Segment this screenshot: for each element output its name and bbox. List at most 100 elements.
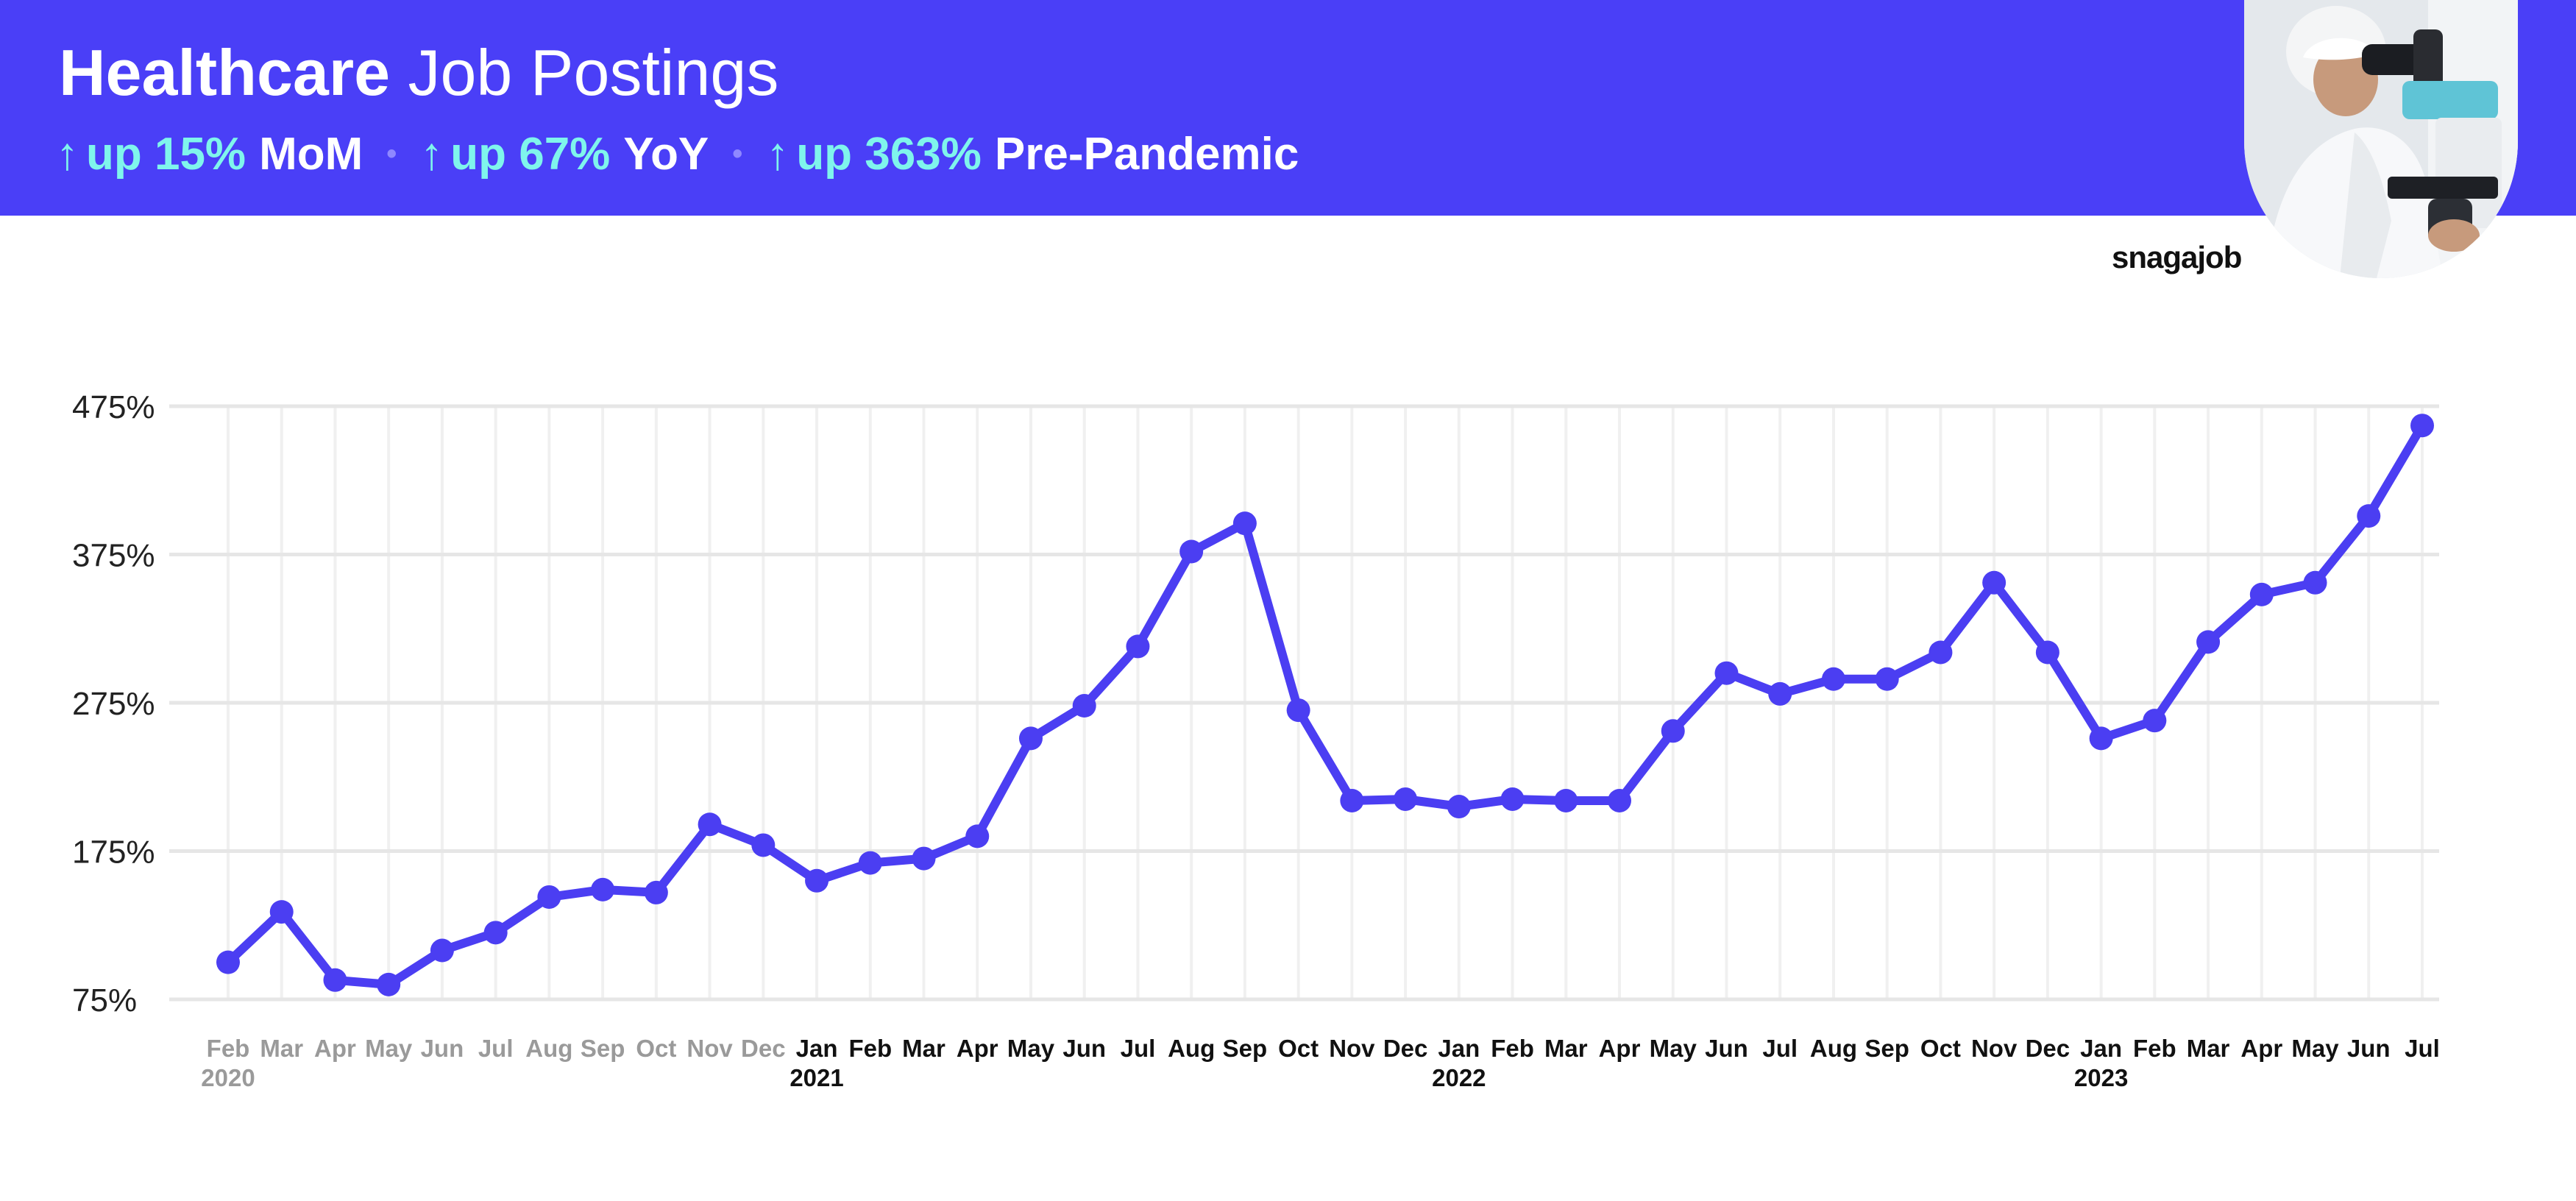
stat-label: Pre-Pandemic [994, 128, 1299, 180]
x-tick-label: Mar [902, 1035, 945, 1062]
y-tick-label: 75% [72, 982, 137, 1018]
x-tick-label: May [1650, 1035, 1697, 1062]
y-tick-label: 175% [72, 835, 155, 871]
x-tick-label: Mar [1544, 1035, 1588, 1062]
brand-logo: snagajob [2112, 240, 2242, 274]
stat-value: up 363% [796, 128, 982, 180]
data-point [2089, 726, 2113, 751]
header-banner: Healthcare Job Postings ↑ up 15% MoM • ↑… [0, 0, 2576, 216]
data-point [1875, 667, 1899, 691]
data-point [1126, 634, 1150, 659]
data-point [591, 877, 615, 901]
lab-scientist-photo [2244, 0, 2518, 278]
x-tick-label: Dec [2026, 1035, 2071, 1062]
y-tick-label: 375% [72, 538, 155, 574]
y-tick-label: 475% [72, 389, 155, 425]
data-point [965, 824, 990, 849]
data-point [2035, 640, 2059, 665]
x-tick-label: Feb [1491, 1035, 1534, 1062]
data-points [216, 414, 2434, 996]
data-point [1447, 795, 1471, 819]
data-point [1661, 719, 1685, 743]
data-point [1018, 726, 1043, 751]
data-point [1554, 788, 1578, 812]
x-tick-label: May [2291, 1035, 2339, 1062]
y-axis-labels: 75% 175% 275% 375% 475% [72, 389, 155, 1018]
data-point [377, 972, 401, 996]
x-tick-label: Jun [2347, 1035, 2391, 1062]
stat-yoy: ↑ up 67% YoY [420, 128, 709, 180]
x-tick-label: Nov [1971, 1035, 2018, 1062]
data-point [1608, 788, 1632, 812]
x-tick-label: Feb [2133, 1035, 2176, 1062]
x-tick-label: Nov [1329, 1035, 1375, 1062]
stat-value: up 15% [86, 128, 246, 180]
x-year-label: 2020 [201, 1064, 255, 1091]
x-tick-label: Jul [1121, 1035, 1156, 1062]
data-point [269, 900, 294, 924]
stat-label: YoY [623, 128, 709, 180]
stats-row: ↑ up 15% MoM • ↑ up 67% YoY • ↑ up 363% … [56, 122, 1299, 185]
title-bold: Healthcare [59, 36, 391, 109]
x-tick-label: Jul [2405, 1035, 2440, 1062]
data-point [537, 885, 561, 909]
stat-label: MoM [259, 128, 363, 180]
data-point [1929, 640, 1953, 665]
x-tick-label: Feb [848, 1035, 892, 1062]
x-tick-label: Dec [741, 1035, 786, 1062]
up-arrow-icon: ↑ [420, 128, 444, 180]
data-point [805, 868, 829, 893]
data-point [1714, 661, 1739, 685]
data-point [2357, 504, 2381, 528]
data-point [751, 833, 776, 857]
data-point [323, 968, 347, 992]
up-arrow-icon: ↑ [766, 128, 790, 180]
stat-value: up 67% [450, 128, 611, 180]
x-tick-label: Apr [314, 1035, 356, 1062]
data-point [1232, 511, 1257, 536]
data-point [1500, 787, 1525, 811]
x-year-label: 2021 [790, 1064, 843, 1091]
data-point [216, 950, 240, 974]
separator-dot: • [386, 137, 397, 170]
x-tick-label: Aug [525, 1035, 572, 1062]
data-point [2196, 630, 2221, 654]
x-tick-label: Mar [2187, 1035, 2230, 1062]
x-tick-label: Jun [1705, 1035, 1748, 1062]
x-tick-label: Sep [1864, 1035, 1909, 1062]
x-tick-label: May [365, 1035, 413, 1062]
data-point [1982, 570, 2006, 595]
x-tick-label: Feb [207, 1035, 250, 1062]
x-tick-label: Dec [1383, 1035, 1428, 1062]
page-title: Healthcare Job Postings [59, 32, 778, 113]
x-tick-label: Oct [1278, 1035, 1319, 1062]
data-point [2303, 570, 2327, 595]
data-point [2143, 709, 2167, 733]
data-point [2249, 582, 2274, 606]
x-tick-label: Apr [2240, 1035, 2282, 1062]
data-point [1768, 681, 1792, 706]
data-point [430, 938, 454, 963]
x-tick-label: Jul [478, 1035, 514, 1062]
data-point [644, 880, 668, 904]
data-point [858, 851, 882, 875]
up-arrow-icon: ↑ [56, 128, 79, 180]
x-tick-label: Jan [2080, 1035, 2122, 1062]
data-point [1179, 539, 1204, 564]
x-tick-label: Nov [686, 1035, 733, 1062]
x-tick-label: Apr [1599, 1035, 1641, 1062]
x-tick-label: May [1007, 1035, 1055, 1062]
data-point [1394, 787, 1418, 811]
x-tick-label: Mar [260, 1035, 303, 1062]
x-tick-label: Jun [421, 1035, 464, 1062]
data-point [2410, 414, 2434, 438]
x-year-label: 2022 [1432, 1064, 1486, 1091]
x-tick-label: Apr [957, 1035, 998, 1062]
data-point [483, 921, 508, 945]
x-tick-label: Oct [1920, 1035, 1961, 1062]
data-point [1340, 788, 1364, 812]
scientist-microscope-illustration [2244, 0, 2518, 278]
x-tick-label: Oct [636, 1035, 676, 1062]
